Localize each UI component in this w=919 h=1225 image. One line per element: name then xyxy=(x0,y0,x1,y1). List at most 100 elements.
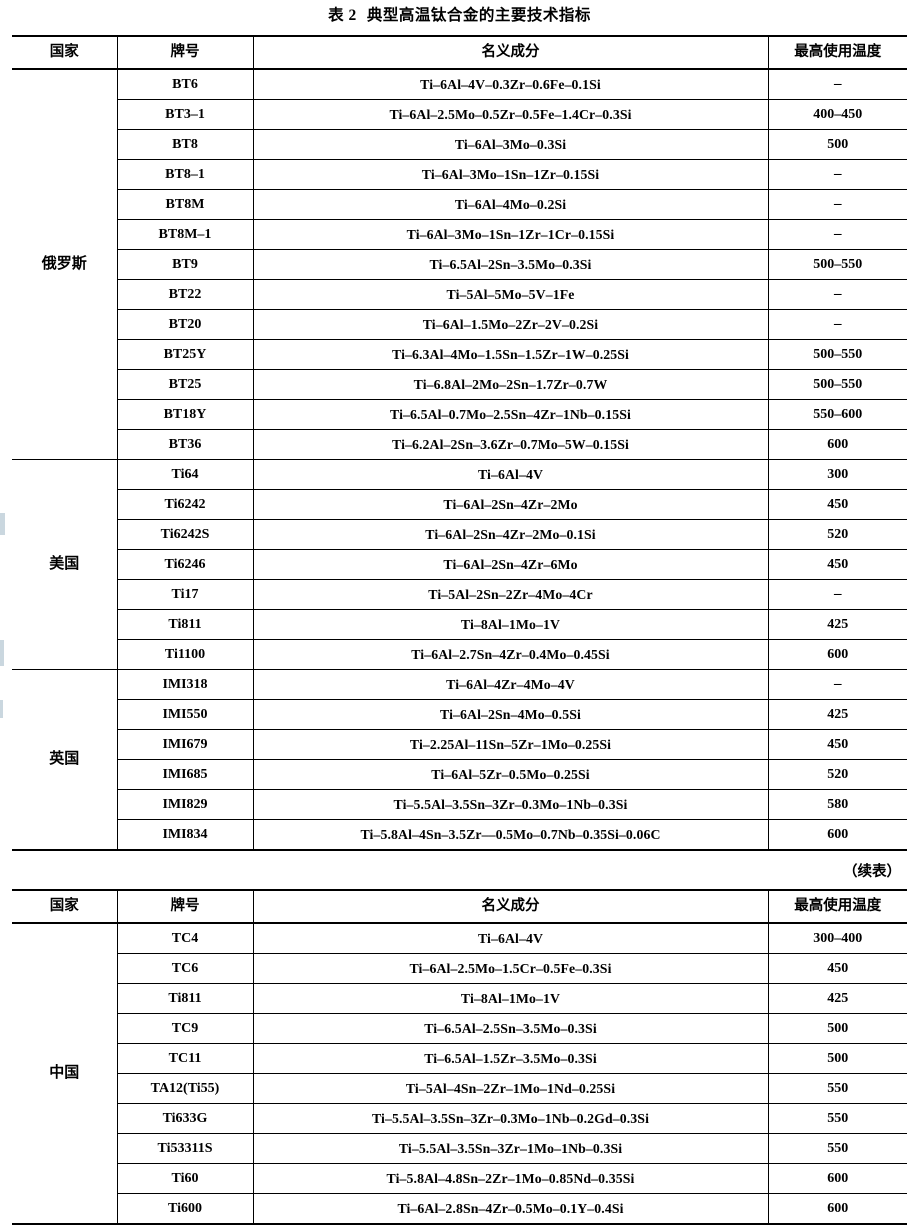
table-body: 中国 TC4 Ti–6Al–4V 300–400 TC6 Ti–6Al–2.5Mo–1.5… xyxy=(12,922,907,1224)
grade-cell: BT9 xyxy=(117,248,254,280)
grade-cell: Ti633G xyxy=(117,1102,254,1134)
continuation-note: （续表） xyxy=(843,863,901,880)
composition-cell: Ti–6Al–4V xyxy=(253,922,769,954)
column-header-temperature: 最高使用温度 xyxy=(794,43,882,60)
column-header-grade: 牌号 xyxy=(117,35,254,69)
temperature-cell: 520 xyxy=(768,758,907,790)
temperature-cell: – xyxy=(768,668,907,700)
temperature-cell: 500–550 xyxy=(768,368,907,400)
table-row: Ti6246 Ti–6Al–2Sn–4Zr–6Mo 450 xyxy=(12,548,907,580)
table-row: BT8M Ti–6Al–4Mo–0.2Si – xyxy=(12,188,907,220)
grade-cell: IMI550 xyxy=(117,698,254,730)
table-row: Ti6242 Ti–6Al–2Sn–4Zr–2Mo 450 xyxy=(12,488,907,520)
table-row: 俄罗斯 BT6 Ti–6Al–4V–0.3Zr–0.6Fe–0.1Si – xyxy=(12,68,907,460)
grade-cell: Ti53311S xyxy=(117,1132,254,1164)
temperature-cell: 600 xyxy=(768,818,907,850)
temperature-cell: – xyxy=(768,158,907,190)
column-header-temperature: 最高使用温度 xyxy=(794,897,882,914)
temperature-cell: 300–400 xyxy=(813,930,863,946)
table-row: BT9 Ti–6.5Al–2Sn–3.5Mo–0.3Si 500–550 xyxy=(12,248,907,280)
grade-cell: TC6 xyxy=(117,952,254,984)
grade-cell: IMI318 xyxy=(117,668,254,700)
temperature-cell: 400–450 xyxy=(768,98,907,130)
table-row: IMI829 Ti–5.5Al–3.5Sn–3Zr–0.3Mo–1Nb–0.3Si… xyxy=(12,788,907,820)
table-row: TC9 Ti–6.5Al–2.5Sn–3.5Mo–0.3Si 500 xyxy=(12,1012,907,1044)
table-row: BT22 Ti–5Al–5Mo–5V–1Fe – xyxy=(12,278,907,310)
temperature-cell: – xyxy=(768,308,907,340)
composition-cell: Ti–6Al–2.5Mo–1.5Cr–0.5Fe–0.3Si xyxy=(253,952,769,984)
table-row: BT20 Ti–6Al–1.5Mo–2Zr–2V–0.2Si – xyxy=(12,308,907,340)
table-row: BT3–1 Ti–6Al–2.5Mo–0.5Zr–0.5Fe–1.4Cr–0.3S… xyxy=(12,98,907,130)
header-row: 国家 牌号 名义成分 最高使用温度 xyxy=(12,35,907,69)
table-title-text: 典型高温钛合金的主要技术指标 xyxy=(366,7,591,24)
composition-cell: Ti–5.8Al–4.8Sn–2Zr–1Mo–0.85Nd–0.35Si xyxy=(253,1162,769,1194)
grade-cell: BT6 xyxy=(117,68,254,100)
grade-cell: Ti17 xyxy=(117,578,254,610)
table-header: 国家 牌号 名义成分 最高使用温度 xyxy=(12,889,907,923)
composition-cell: Ti–5Al–5Mo–5V–1Fe xyxy=(253,278,769,310)
table-row: 中国 TC4 Ti–6Al–4V 300–400 xyxy=(12,922,907,1224)
table-row: Ti17 Ti–5Al–2Sn–2Zr–4Mo–4Cr – xyxy=(12,578,907,610)
page-title: 表 2 典型高温钛合金的主要技术指标 xyxy=(12,0,907,35)
composition-cell: Ti–6Al–2.8Sn–4Zr–0.5Mo–0.1Y–0.4Si xyxy=(253,1192,769,1224)
temperature-cell: 500 xyxy=(768,1012,907,1044)
column-header-grade: 牌号 xyxy=(117,889,254,923)
temperature-cell: – xyxy=(768,218,907,250)
composition-cell: Ti–6Al–1.5Mo–2Zr–2V–0.2Si xyxy=(253,308,769,340)
grade-cell: Ti6242S xyxy=(117,518,254,550)
temperature-cell: 500–550 xyxy=(768,248,907,280)
table-row: TC11 Ti–6.5Al–1.5Zr–3.5Mo–0.3Si 500 xyxy=(12,1042,907,1074)
table-row: TA12(Ti55) Ti–5Al–4Sn–2Zr–1Mo–1Nd–0.25Si 5… xyxy=(12,1072,907,1104)
column-header-country: 国家 xyxy=(12,889,118,923)
composition-cell: Ti–6.5Al–0.7Mo–2.5Sn–4Zr–1Nb–0.15Si xyxy=(253,398,769,430)
composition-cell: Ti–5Al–4Sn–2Zr–1Mo–1Nd–0.25Si xyxy=(253,1072,769,1104)
composition-cell: Ti–6Al–3Mo–1Sn–1Zr–1Cr–0.15Si xyxy=(253,218,769,250)
table-row: Ti633G Ti–5.5Al–3.5Sn–3Zr–0.3Mo–1Nb–0.2Gd… xyxy=(12,1102,907,1134)
composition-cell: Ti–6Al–3Mo–0.3Si xyxy=(253,128,769,160)
table-row: Ti53311S Ti–5.5Al–3.5Sn–3Zr–1Mo–1Nb–0.3Si… xyxy=(12,1132,907,1164)
table-row: BT8–1 Ti–6Al–3Mo–1Sn–1Zr–0.15Si – xyxy=(12,158,907,190)
table-row: Ti811 Ti–8Al–1Mo–1V 425 xyxy=(12,982,907,1014)
grade-cell: BT8M–1 xyxy=(117,218,254,250)
grade-cell: Ti6246 xyxy=(117,548,254,580)
country-cell: 俄罗斯 xyxy=(12,68,118,460)
table-row: IMI834 Ti–5.8Al–4Sn–3.5Zr––0.5Mo–0.7Nb–0.… xyxy=(12,818,907,850)
alloy-table-part-2: 国家 牌号 名义成分 最高使用温度 中国 TC4 Ti–6Al–4V 300–400 T… xyxy=(12,888,907,1225)
grade-cell: IMI834 xyxy=(117,818,254,850)
grade-cell: BT25 xyxy=(117,368,254,400)
composition-cell: Ti–2.25Al–11Sn–5Zr–1Mo–0.25Si xyxy=(253,728,769,760)
composition-cell: Ti–6.2Al–2Sn–3.6Zr–0.7Mo–5W–0.15Si xyxy=(253,428,769,460)
grade-cell: Ti6242 xyxy=(117,488,254,520)
composition-cell: Ti–6Al–2.7Sn–4Zr–0.4Mo–0.45Si xyxy=(253,638,769,670)
temperature-cell: 550 xyxy=(768,1072,907,1104)
temperature-cell: 580 xyxy=(768,788,907,820)
country-cell: 美国 xyxy=(12,458,118,670)
temperature-cell: 550 xyxy=(768,1102,907,1134)
composition-cell: Ti–6Al–4V xyxy=(253,458,769,490)
country-cell: 英国 xyxy=(12,668,118,850)
composition-cell: Ti–6Al–2Sn–4Mo–0.5Si xyxy=(253,698,769,730)
temperature-cell: 425 xyxy=(768,608,907,640)
table-row: IMI685 Ti–6Al–5Zr–0.5Mo–0.25Si 520 xyxy=(12,758,907,790)
composition-cell: Ti–6Al–2Sn–4Zr–2Mo–0.1Si xyxy=(253,518,769,550)
temperature-cell: 450 xyxy=(768,488,907,520)
scan-artifact xyxy=(0,700,3,718)
composition-cell: Ti–6.5Al–2.5Sn–3.5Mo–0.3Si xyxy=(253,1012,769,1044)
temperature-cell: 500 xyxy=(768,128,907,160)
table-row: BT8M–1 Ti–6Al–3Mo–1Sn–1Zr–1Cr–0.15Si – xyxy=(12,218,907,250)
scan-artifact xyxy=(0,513,5,535)
temperature-cell: 520 xyxy=(768,518,907,550)
temperature-cell: 600 xyxy=(768,428,907,460)
temperature-cell: 425 xyxy=(768,982,907,1014)
temperature-cell: – xyxy=(768,188,907,220)
header-row: 国家 牌号 名义成分 最高使用温度 xyxy=(12,889,907,923)
temperature-cell: 300 xyxy=(768,458,907,490)
temperature-cell: – xyxy=(768,278,907,310)
grade-cell: BT36 xyxy=(117,428,254,460)
composition-cell: Ti–6Al–2Sn–4Zr–6Mo xyxy=(253,548,769,580)
temperature-cell: – xyxy=(834,75,842,92)
table-row: TC6 Ti–6Al–2.5Mo–1.5Cr–0.5Fe–0.3Si 450 xyxy=(12,952,907,984)
column-header-composition: 名义成分 xyxy=(253,889,769,923)
table-row: BT36 Ti–6.2Al–2Sn–3.6Zr–0.7Mo–5W–0.15Si 60… xyxy=(12,428,907,460)
table-row: IMI550 Ti–6Al–2Sn–4Mo–0.5Si 425 xyxy=(12,698,907,730)
